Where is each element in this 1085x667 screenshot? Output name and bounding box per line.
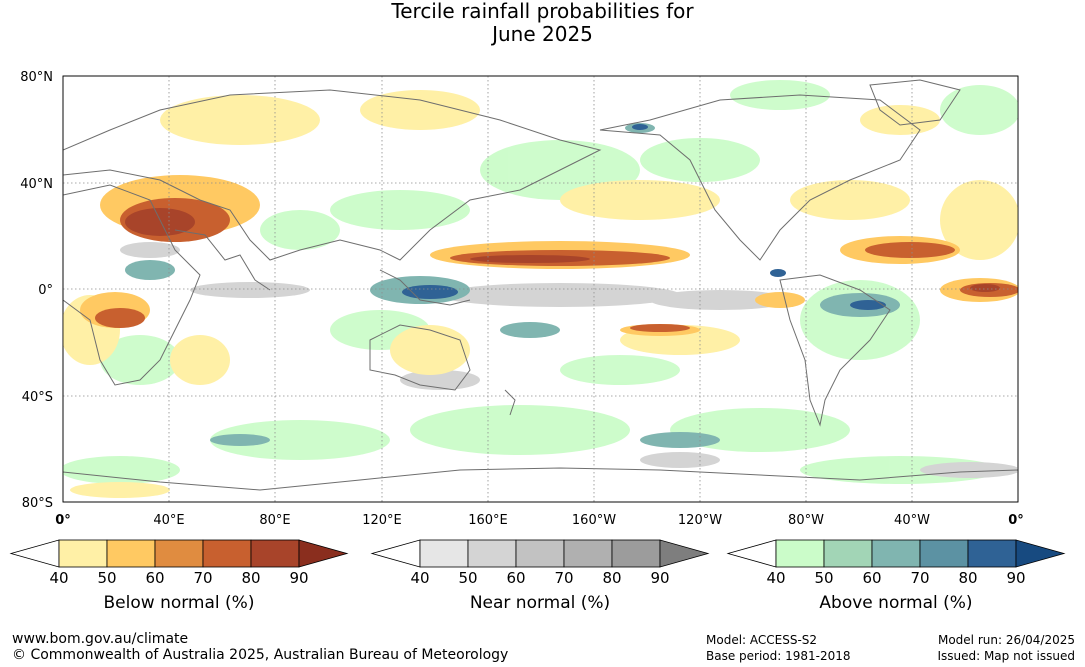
colorbar-segment: [871, 539, 921, 568]
footer-base-period: Base period: 1981-2018: [706, 649, 851, 663]
legend-near-normal: 40 50 60 70 80 90: [370, 539, 710, 587]
legend-below-normal: 40 50 60 70 80 90: [9, 539, 349, 587]
colorbar-tick-label: 90: [289, 569, 308, 587]
lon-label: 40°E: [153, 513, 184, 528]
colorbar-segment: [775, 539, 825, 568]
colorbar-segment: [919, 539, 969, 568]
lon-label: 0°: [55, 513, 71, 528]
footer-copyright: © Commonwealth of Australia 2025, Austra…: [12, 647, 509, 663]
colorbar-tick-label: 40: [49, 569, 68, 587]
graticule: [63, 76, 1018, 502]
colorbar-tick-label: 50: [814, 569, 833, 587]
map-title-line2: June 2025: [492, 22, 593, 46]
colorbar-tick-label: 40: [766, 569, 785, 587]
latitude-labels: 80°N 40°N 0° 40°S 80°S: [20, 70, 53, 511]
colorbar-max-arrow: [659, 539, 710, 568]
colorbar-tick-label: 90: [650, 569, 669, 587]
lon-label: 40°W: [894, 513, 930, 528]
colorbar-tick-label: 80: [602, 569, 621, 587]
lat-label: 40°S: [22, 390, 53, 405]
lat-label: 80°S: [22, 496, 53, 511]
footer-url: www.bom.gov.au/climate: [12, 631, 189, 647]
colorbar-segment: [467, 539, 517, 568]
colorbar-segment: [106, 539, 156, 568]
colorbar-segment: [515, 539, 565, 568]
colorbar-tick-label: 80: [958, 569, 977, 587]
colorbar-segment: [419, 539, 469, 568]
legend-above-normal: 40 50 60 70 80 90: [726, 539, 1066, 587]
colorbar-tick-label: 50: [458, 569, 477, 587]
probability-field: [63, 80, 1018, 498]
colorbar-tick-label: 80: [241, 569, 260, 587]
colorbar-segment: [202, 539, 252, 568]
colorbar-tick-label: 90: [1006, 569, 1025, 587]
lat-label: 0°: [38, 283, 53, 298]
footer-model-run: Model run: 26/04/2025: [937, 633, 1075, 647]
legend-above-normal-label: Above normal (%): [819, 593, 973, 613]
colorbar-tick-label: 70: [910, 569, 929, 587]
colorbar-tick-label: 70: [193, 569, 212, 587]
lon-label: 80°W: [788, 513, 824, 528]
colorbar-segment: [250, 539, 300, 568]
lon-label: 120°E: [362, 513, 402, 528]
colorbar-tick-label: 70: [554, 569, 573, 587]
colorbar-tick-label: 40: [410, 569, 429, 587]
lon-label: 160°E: [468, 513, 508, 528]
lon-label: 160°W: [572, 513, 616, 528]
colorbar-min-arrow: [370, 539, 421, 568]
lon-label: 0°: [1008, 513, 1024, 528]
colorbar-min-arrow: [726, 539, 777, 568]
colorbar-max-arrow: [1015, 539, 1066, 568]
colorbar-tick-label: 60: [862, 569, 881, 587]
colorbar-segment: [823, 539, 873, 568]
footer-issued: Issued: Map not issued: [937, 649, 1075, 663]
colorbar-tick-label: 60: [145, 569, 164, 587]
colorbar-segment: [967, 539, 1017, 568]
map-title-line1: Tercile rainfall probabilities for: [391, 0, 694, 23]
lon-label: 80°E: [259, 513, 290, 528]
colorbar-segment: [611, 539, 661, 568]
longitude-labels: 0° 40°E 80°E 120°E 160°E 160°W 120°W 80°…: [55, 513, 1024, 528]
coastlines: [63, 79, 1018, 491]
legend-near-normal-label: Near normal (%): [469, 593, 611, 613]
footer-model: Model: ACCESS-S2: [706, 633, 818, 647]
lat-label: 40°N: [20, 177, 53, 192]
colorbar-segment: [563, 539, 613, 568]
lat-label: 80°N: [20, 70, 53, 85]
lon-label: 120°W: [678, 513, 722, 528]
colorbar-segment: [58, 539, 108, 568]
colorbar-tick-label: 50: [97, 569, 116, 587]
colorbar-max-arrow: [298, 539, 349, 568]
colorbar-min-arrow: [9, 539, 60, 568]
map-title: Tercile rainfall probabilities for June …: [0, 0, 1085, 46]
colorbar-segment: [154, 539, 204, 568]
colorbar-tick-label: 60: [506, 569, 525, 587]
legend-below-normal-label: Below normal (%): [103, 593, 255, 613]
